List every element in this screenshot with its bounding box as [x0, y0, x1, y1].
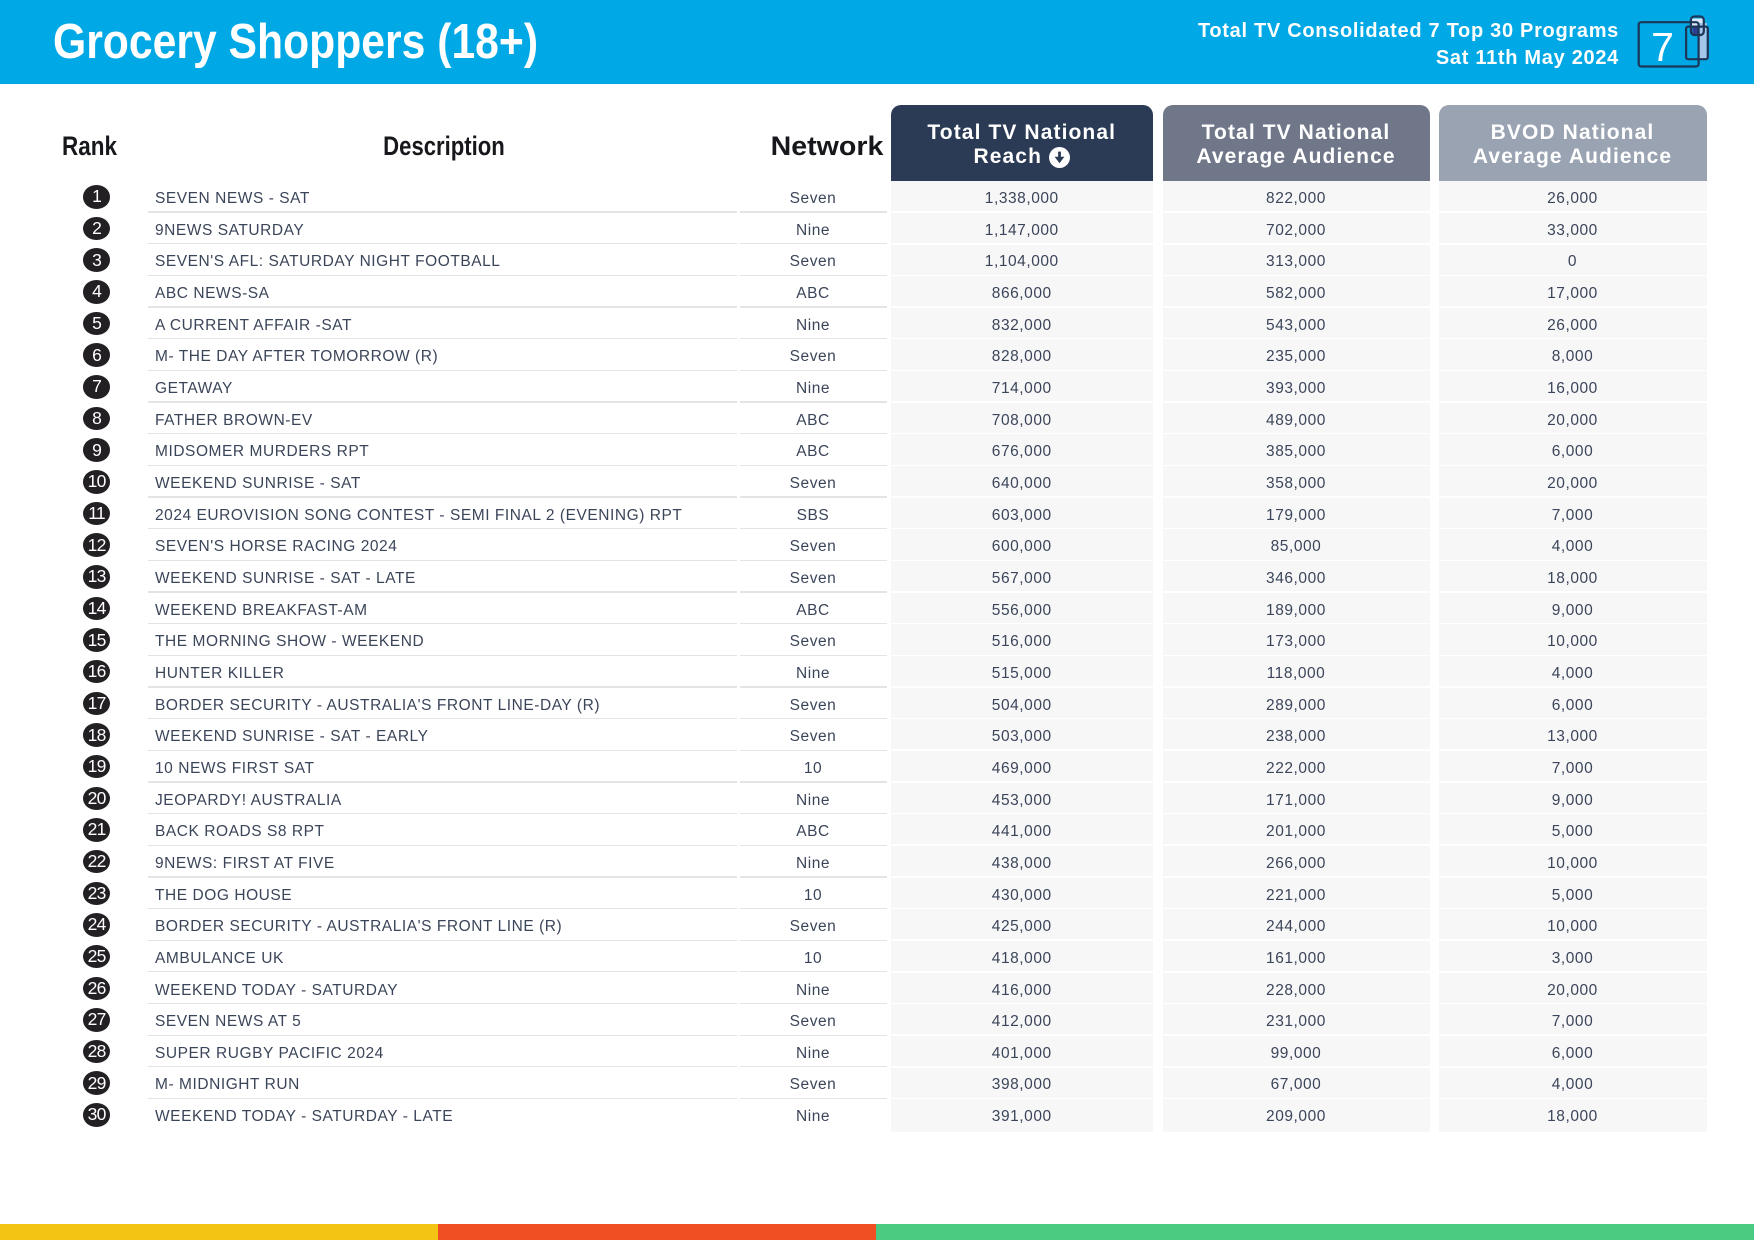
svg-text:7: 7	[1651, 24, 1674, 70]
